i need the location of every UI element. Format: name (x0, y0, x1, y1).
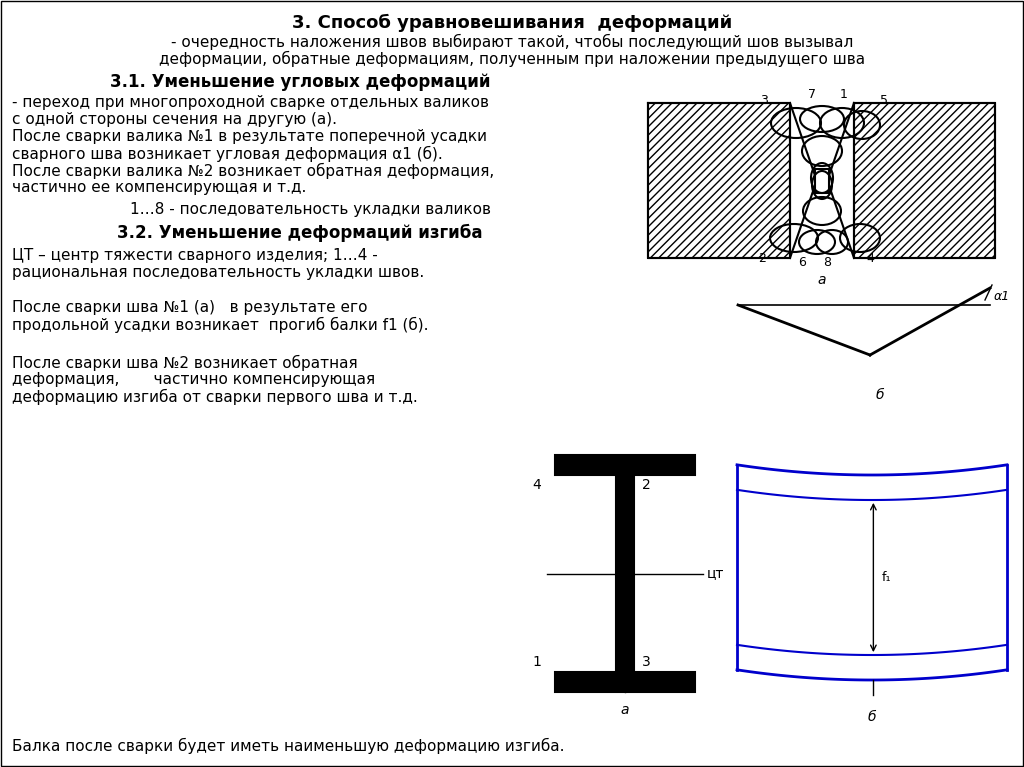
Text: продольной усадки возникает  прогиб балки f1 (б).: продольной усадки возникает прогиб балки… (12, 317, 428, 333)
Text: 4: 4 (532, 478, 542, 492)
Text: Балка после сварки будет иметь наименьшую деформацию изгиба.: Балка после сварки будет иметь наименьшу… (12, 738, 564, 754)
Text: 3.1. Уменьшение угловых деформаций: 3.1. Уменьшение угловых деформаций (110, 73, 490, 91)
Text: 7: 7 (808, 88, 816, 101)
Text: - переход при многопроходной сварке отдельных валиков: - переход при многопроходной сварке отде… (12, 95, 489, 110)
Text: 3.2. Уменьшение деформаций изгиба: 3.2. Уменьшение деформаций изгиба (118, 224, 482, 242)
Text: деформацию изгиба от сварки первого шва и т.д.: деформацию изгиба от сварки первого шва … (12, 389, 418, 405)
Text: рациональная последовательность укладки швов.: рациональная последовательность укладки … (12, 265, 424, 280)
Text: 5: 5 (880, 94, 888, 107)
Text: После сварки шва №2 возникает обратная: После сварки шва №2 возникает обратная (12, 355, 357, 371)
Bar (555, 455, 695, 475)
Text: После сварки валика №2 возникает обратная деформация,: После сварки валика №2 возникает обратна… (12, 163, 495, 179)
Text: 8: 8 (823, 256, 831, 269)
Text: 2: 2 (642, 478, 650, 492)
Text: 3. Способ уравновешивания  деформаций: 3. Способ уравновешивания деформаций (292, 14, 732, 32)
Text: ЦТ – центр тяжести сварного изделия; 1…4 -: ЦТ – центр тяжести сварного изделия; 1…4… (12, 248, 378, 263)
Text: После сварки валика №1 в результате поперечной усадки: После сварки валика №1 в результате попе… (12, 129, 487, 144)
Text: сварного шва возникает угловая деформация α1 (б).: сварного шва возникает угловая деформаци… (12, 146, 442, 162)
Text: частично ее компенсирующая и т.д.: частично ее компенсирующая и т.д. (12, 180, 306, 195)
Text: 3: 3 (642, 655, 650, 669)
Text: цт: цт (707, 567, 724, 581)
Text: б: б (867, 710, 877, 724)
Text: После сварки шва №1 (а)   в результате его: После сварки шва №1 (а) в результате его (12, 300, 368, 315)
Text: α1: α1 (994, 291, 1011, 304)
Text: 4: 4 (866, 252, 873, 265)
Text: б: б (876, 388, 885, 402)
Text: 2: 2 (758, 252, 766, 265)
Bar (854, 103, 995, 258)
Text: 3: 3 (760, 94, 768, 107)
Text: деформации, обратные деформациям, полученным при наложении предыдущего шва: деформации, обратные деформациям, получе… (159, 51, 865, 67)
Bar (616, 475, 634, 672)
Bar (648, 103, 790, 258)
Text: с одной стороны сечения на другую (а).: с одной стороны сечения на другую (а). (12, 112, 337, 127)
Text: 1: 1 (840, 88, 848, 101)
Text: а: а (818, 273, 826, 287)
Text: 1: 1 (532, 655, 542, 669)
Text: f₁: f₁ (882, 571, 891, 584)
Bar (555, 672, 695, 692)
Text: 1…8 - последовательность укладки валиков: 1…8 - последовательность укладки валиков (129, 202, 490, 217)
Text: - очередность наложения швов выбирают такой, чтобы последующий шов вызывал: - очередность наложения швов выбирают та… (171, 34, 853, 50)
Text: деформация,       частично компенсирующая: деформация, частично компенсирующая (12, 372, 375, 387)
Text: 6: 6 (798, 256, 806, 269)
Text: а: а (621, 703, 630, 717)
Bar (854, 103, 995, 258)
Bar (815, 169, 829, 193)
Bar (648, 103, 790, 258)
